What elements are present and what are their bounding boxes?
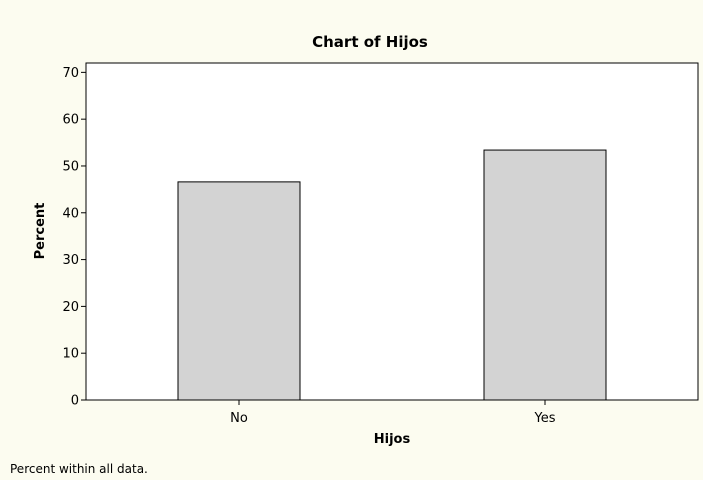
x-axis: No Yes bbox=[230, 400, 556, 426]
y-tick-label: 20 bbox=[62, 300, 79, 315]
y-axis: 0 10 20 30 40 50 60 70 bbox=[62, 66, 86, 409]
bar-yes bbox=[483, 149, 607, 401]
bar-no bbox=[177, 181, 301, 401]
y-tick-label: 0 bbox=[71, 394, 79, 409]
y-tick-label: 50 bbox=[62, 159, 79, 174]
x-tick-label: Yes bbox=[534, 411, 556, 426]
x-axis-label: Hijos bbox=[374, 432, 411, 447]
y-axis-label: Percent bbox=[33, 203, 48, 260]
y-tick-label: 30 bbox=[62, 253, 79, 268]
x-tick-label: No bbox=[230, 411, 248, 426]
y-tick-label: 10 bbox=[62, 347, 79, 362]
y-tick-label: 70 bbox=[62, 66, 79, 81]
footnote: Percent within all data. bbox=[10, 462, 148, 476]
chart-title: Chart of Hijos bbox=[312, 33, 428, 51]
y-tick-label: 60 bbox=[62, 113, 79, 128]
bar-series bbox=[177, 149, 607, 401]
y-tick-label: 40 bbox=[62, 206, 79, 221]
